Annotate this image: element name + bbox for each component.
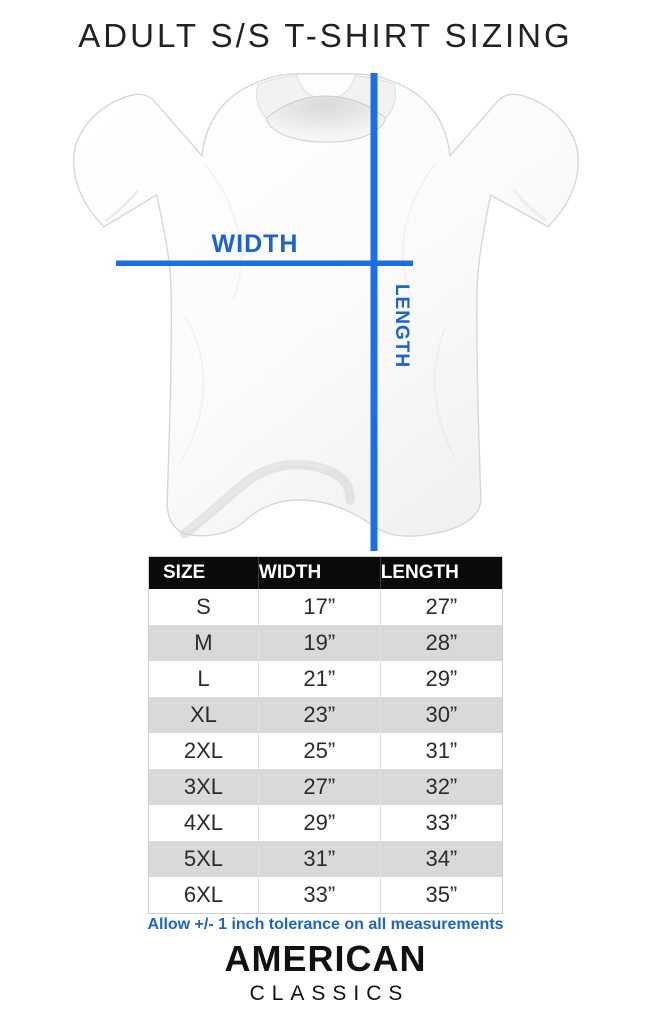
svg-text:WIDTH: WIDTH <box>212 230 299 258</box>
svg-text:LENGTH: LENGTH <box>391 284 412 368</box>
